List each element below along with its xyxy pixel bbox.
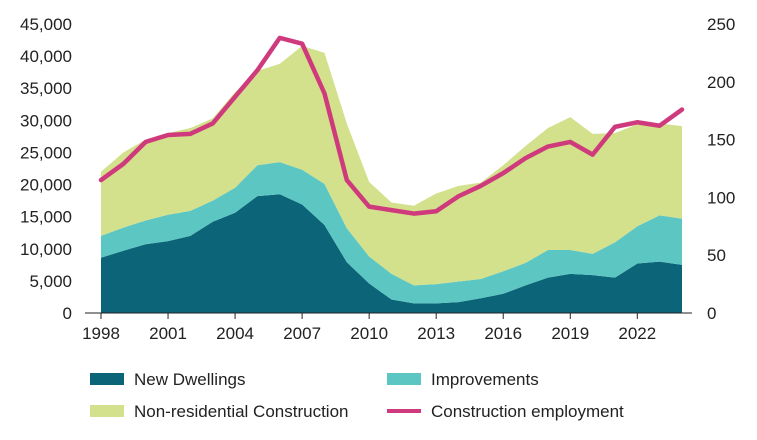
right-tick-label: 150	[707, 131, 735, 150]
x-tick-label: 2022	[618, 324, 656, 343]
employment-line-layer	[98, 35, 685, 216]
right-tick-label: 250	[707, 15, 735, 34]
left-tick-label: 45,000	[20, 15, 72, 34]
left-axis-ticks: 0 5,000 10,000 15,000 20,000 25,000 30,000 35,0…	[20, 15, 72, 323]
left-tick-label: 20,000	[20, 176, 72, 195]
x-axis-ticks: 1998 2001 2004 2007 2010 2013 2016 2019 2022	[82, 313, 656, 343]
legend-label-construction-employment: Construction employment	[431, 402, 624, 421]
x-tick-label: 1998	[82, 324, 120, 343]
x-tick-label: 2004	[216, 324, 254, 343]
left-tick-label: 10,000	[20, 240, 72, 259]
right-axis-ticks: 0 50 100 150 200 250	[707, 15, 735, 323]
left-tick-label: 30,000	[20, 111, 72, 130]
stacked-areas	[101, 45, 682, 313]
x-tick-label: 2001	[149, 324, 187, 343]
area-non-residential	[101, 45, 682, 286]
left-tick-label: 35,000	[20, 79, 72, 98]
left-tick-label: 25,000	[20, 143, 72, 162]
legend-swatch-non-residential	[90, 405, 124, 417]
x-tick-label: 2013	[417, 324, 455, 343]
left-tick-label: 5,000	[29, 272, 72, 291]
legend-swatch-improvements	[387, 373, 421, 385]
left-tick-label: 40,000	[20, 47, 72, 66]
legend: New Dwellings Improvements Non-residenti…	[90, 370, 624, 421]
x-tick-label: 2010	[350, 324, 388, 343]
x-tick-label: 2016	[484, 324, 522, 343]
area-improvements	[101, 162, 682, 304]
left-tick-label: 15,000	[20, 208, 72, 227]
right-tick-label: 0	[707, 304, 716, 323]
right-tick-label: 200	[707, 73, 735, 92]
legend-label-new-dwellings: New Dwellings	[134, 370, 245, 389]
legend-label-non-residential: Non-residential Construction	[134, 402, 349, 421]
line-construction-employment	[98, 35, 685, 216]
legend-label-improvements: Improvements	[431, 370, 539, 389]
left-tick-label: 0	[63, 304, 72, 323]
area-new-dwellings	[101, 194, 682, 313]
right-tick-label: 50	[707, 246, 726, 265]
x-tick-label: 2007	[283, 324, 321, 343]
x-tick-label: 2019	[551, 324, 589, 343]
legend-swatch-new-dwellings	[90, 373, 124, 385]
right-tick-label: 100	[707, 188, 735, 207]
